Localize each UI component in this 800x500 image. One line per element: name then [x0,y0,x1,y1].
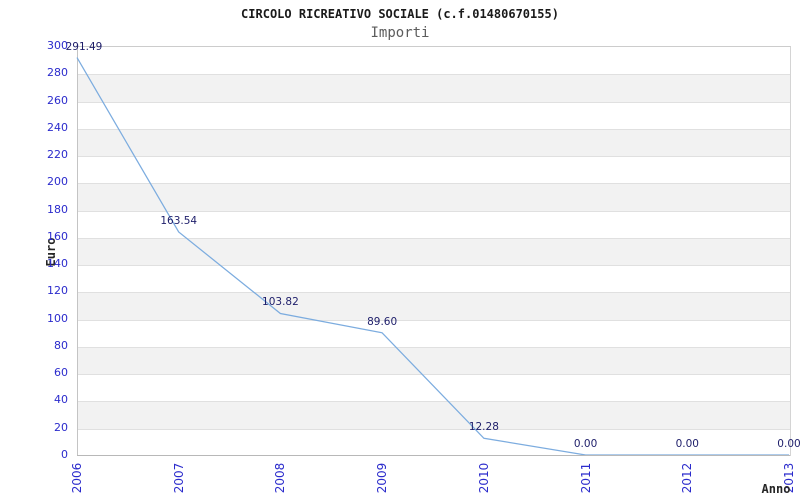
grid-band [78,74,790,103]
data-point-label: 0.00 [573,438,598,450]
y-tick-label: 40 [54,393,68,407]
y-tick-label: 160 [47,229,68,243]
grid-band [78,319,790,348]
grid-band [78,292,790,321]
y-tick-label: 100 [47,311,68,325]
data-point-label: 89.60 [367,315,398,328]
y-tick-label: 0 [61,448,68,461]
grid-band [78,374,790,402]
data-point-label: 12.28 [468,421,499,434]
y-tick-label: 60 [54,366,68,380]
grid-band [78,265,790,293]
grid-band [78,210,790,239]
grid-band [78,156,790,184]
data-point-label: 0.00 [675,438,699,450]
grid-band [78,183,790,212]
y-tick-label: 240 [47,120,68,134]
data-point-label: 163.54 [160,215,198,228]
y-tick-label: 20 [54,420,68,434]
x-axis-title: Anno [761,482,791,496]
grid-band [78,128,790,158]
y-tick-label: 260 [47,93,68,107]
grid-band [78,101,790,130]
data-point-label: 291.49 [65,40,103,53]
y-tick-label: 300 [47,39,68,52]
plot-area [77,46,791,456]
x-axis-line [77,455,790,456]
y-tick-label: 80 [54,338,68,352]
y-tick-label: 280 [47,66,68,80]
chart-title: CIRCOLO RICREATIVO SOCIALE (c.f.01480670… [241,7,559,21]
data-point-label: 0.00 [777,438,800,450]
grid-band [78,428,790,457]
chart-subtitle: Importi [370,25,430,41]
y-tick-label: 140 [47,257,68,271]
grid-band [78,346,790,376]
y-tick-label: 120 [47,284,68,298]
grid-band [78,401,790,430]
y-tick-label: 200 [47,175,68,189]
data-point-label: 103.82 [262,296,299,309]
grid-band [78,237,790,267]
y-tick-label: 220 [47,148,68,162]
y-tick-label: 180 [47,202,68,216]
